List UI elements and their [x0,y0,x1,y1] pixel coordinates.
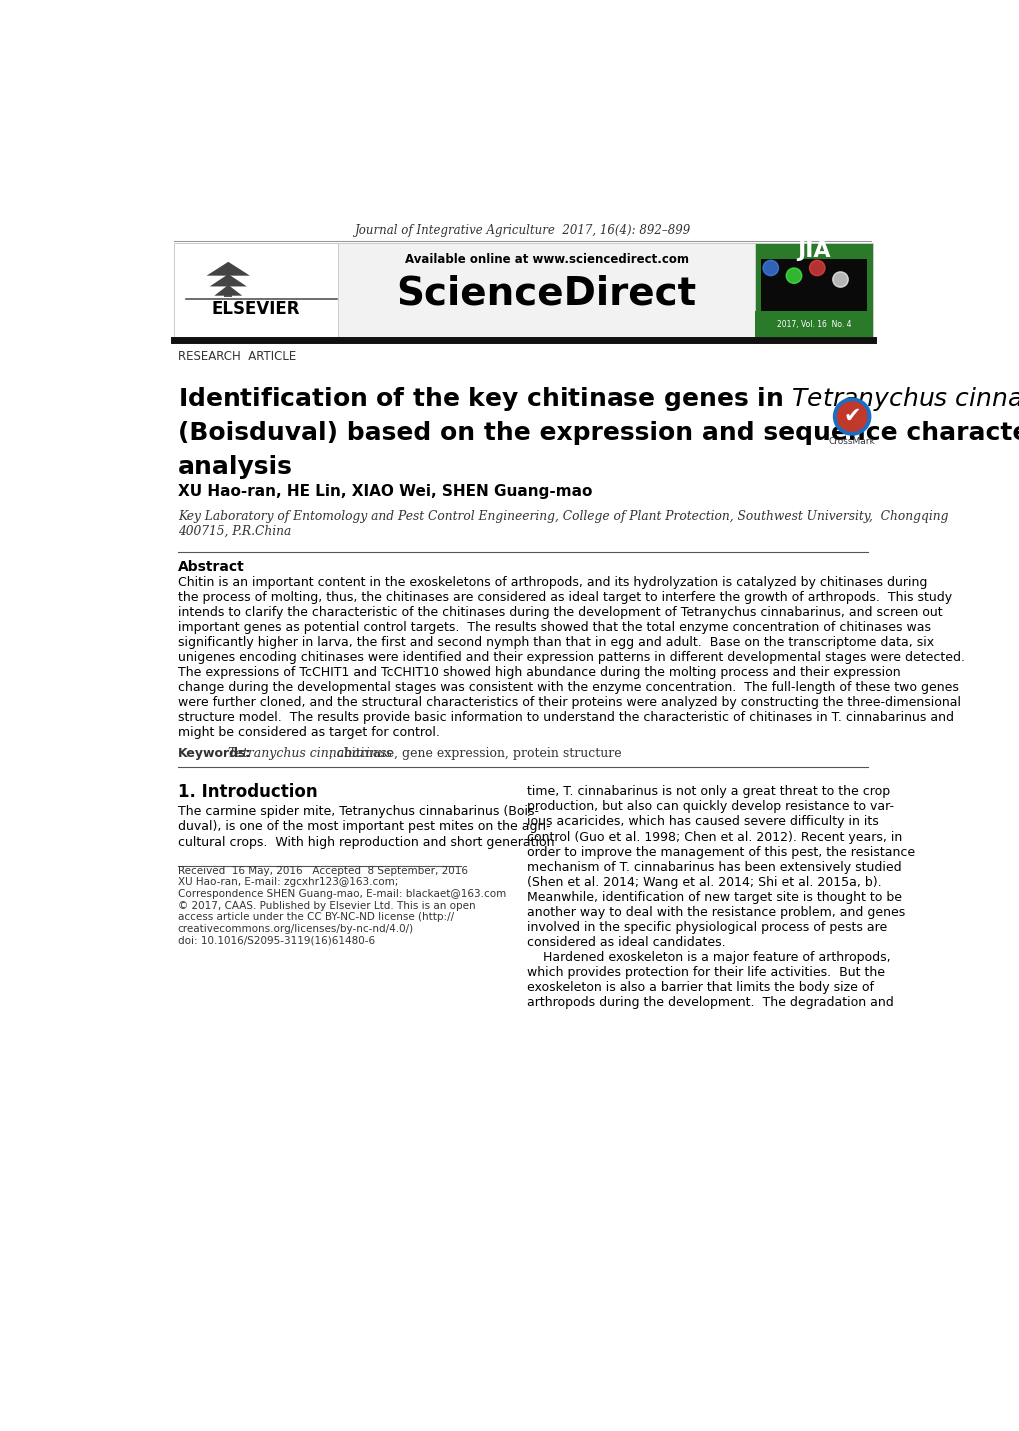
Text: Meanwhile, identification of new target site is thought to be: Meanwhile, identification of new target … [526,890,901,903]
Text: unigenes encoding chitinases were identified and their expression patterns in di: unigenes encoding chitinases were identi… [177,651,964,664]
Text: JIA: JIA [797,240,830,260]
Text: Key Laboratory of Entomology and Pest Control Engineering, College of Plant Prot: Key Laboratory of Entomology and Pest Co… [177,511,948,524]
Text: Journal of Integrative Agriculture  2017, 16(4): 892–899: Journal of Integrative Agriculture 2017,… [355,223,690,236]
Text: RESEARCH  ARTICLE: RESEARCH ARTICLE [177,351,296,363]
Circle shape [837,402,866,431]
FancyBboxPatch shape [338,243,754,338]
Text: exoskeleton is also a barrier that limits the body size of: exoskeleton is also a barrier that limit… [526,980,872,993]
Text: Keywords:: Keywords: [177,747,251,760]
Text: change during the developmental stages was consistent with the enzyme concentrat: change during the developmental stages w… [177,681,958,694]
Text: intends to clarify the characteristic of the chitinases during the development o: intends to clarify the characteristic of… [177,605,942,618]
Text: another way to deal with the resistance problem, and genes: another way to deal with the resistance … [526,906,904,919]
Text: access article under the CC BY-NC-ND license (http://: access article under the CC BY-NC-ND lic… [177,912,453,922]
Text: ScienceDirect: ScienceDirect [396,275,696,312]
Text: The carmine spider mite, Tetranychus cinnabarinus (Bois-: The carmine spider mite, Tetranychus cin… [177,806,538,819]
Text: mechanism of T. cinnabarinus has been extensively studied: mechanism of T. cinnabarinus has been ex… [526,860,901,873]
Text: which provides protection for their life activities.  But the: which provides protection for their life… [526,966,883,979]
Circle shape [762,260,777,276]
Text: XU Hao-ran, E-mail: zgcxhr123@163.com;: XU Hao-ran, E-mail: zgcxhr123@163.com; [177,877,397,887]
Circle shape [832,272,848,288]
Text: XU Hao-ran, HE Lin, XIAO Wei, SHEN Guang-mao: XU Hao-ran, HE Lin, XIAO Wei, SHEN Guang… [177,484,592,499]
FancyBboxPatch shape [754,243,872,338]
Circle shape [809,260,824,276]
Text: Hardened exoskeleton is a major feature of arthropods,: Hardened exoskeleton is a major feature … [526,950,890,963]
Text: , chitinase, gene expression, protein structure: , chitinase, gene expression, protein st… [329,747,621,760]
Text: (Shen et al. 2014; Wang et al. 2014; Shi et al. 2015a, b).: (Shen et al. 2014; Wang et al. 2014; Shi… [526,876,880,889]
Text: structure model.  The results provide basic information to understand the charac: structure model. The results provide bas… [177,711,953,724]
Text: significantly higher in larva, the first and second nymph than that in egg and a: significantly higher in larva, the first… [177,635,933,648]
Text: Available online at www.sciencedirect.com: Available online at www.sciencedirect.co… [405,253,688,266]
Text: important genes as potential control targets.  The results showed that the total: important genes as potential control tar… [177,621,930,634]
Text: analysis: analysis [177,455,292,478]
Text: cultural crops.  With high reproduction and short generation: cultural crops. With high reproduction a… [177,836,554,849]
FancyBboxPatch shape [174,243,338,338]
Text: ELSEVIER: ELSEVIER [212,299,301,318]
Text: Correspondence SHEN Guang-mao, E-mail: blackaet@163.com: Correspondence SHEN Guang-mao, E-mail: b… [177,889,505,899]
Text: 2017, Vol. 16  No. 4: 2017, Vol. 16 No. 4 [776,319,851,329]
Polygon shape [210,275,247,286]
Text: 400715, P.R.China: 400715, P.R.China [177,525,290,538]
Text: might be considered as target for control.: might be considered as target for contro… [177,726,439,738]
Text: order to improve the management of this pest, the resistance: order to improve the management of this … [526,846,914,859]
Circle shape [786,268,801,283]
Text: the process of molting, thus, the chitinases are considered as ideal target to i: the process of molting, thus, the chitin… [177,591,951,604]
Text: The expressions of TcCHIT1 and TcCHIT10 showed high abundance during the molting: The expressions of TcCHIT1 and TcCHIT10 … [177,665,900,678]
Text: were further cloned, and the structural characteristics of their proteins were a: were further cloned, and the structural … [177,695,960,708]
Text: Received  16 May, 2016   Accepted  8 September, 2016: Received 16 May, 2016 Accepted 8 Septemb… [177,866,468,876]
Circle shape [833,398,870,435]
Text: Tetranychus cinnabarinus: Tetranychus cinnabarinus [228,747,392,760]
FancyBboxPatch shape [761,259,866,311]
Text: CrossMark: CrossMark [828,436,874,445]
FancyBboxPatch shape [754,311,872,338]
Text: 1. Introduction: 1. Introduction [177,783,317,801]
Polygon shape [214,285,242,296]
Text: control (Guo et al. 1998; Chen et al. 2012). Recent years, in: control (Guo et al. 1998; Chen et al. 20… [526,830,901,843]
Text: Chitin is an important content in the exoskeletons of arthropods, and its hydrol: Chitin is an important content in the ex… [177,575,926,588]
Text: ✔: ✔ [843,406,860,426]
Text: duval), is one of the most important pest mites on the agri-: duval), is one of the most important pes… [177,820,550,833]
Text: time, T. cinnabarinus is not only a great threat to the crop: time, T. cinnabarinus is not only a grea… [526,786,889,798]
Text: (Boisduval) based on the expression and sequence characteristic: (Boisduval) based on the expression and … [177,421,1019,445]
Polygon shape [224,289,232,298]
Text: production, but also can quickly develop resistance to var-: production, but also can quickly develop… [526,800,893,813]
Text: creativecommons.org/licenses/by-nc-nd/4.0/): creativecommons.org/licenses/by-nc-nd/4.… [177,923,414,933]
Text: doi: 10.1016/S2095-3119(16)61480-6: doi: 10.1016/S2095-3119(16)61480-6 [177,936,375,946]
Text: considered as ideal candidates.: considered as ideal candidates. [526,936,725,949]
Text: Identification of the key chitinase genes in $\mathbf{\mathit{Tetranychus\ cinna: Identification of the key chitinase gene… [177,385,1019,414]
Text: © 2017, CAAS. Published by Elsevier Ltd. This is an open: © 2017, CAAS. Published by Elsevier Ltd.… [177,900,475,910]
Text: arthropods during the development.  The degradation and: arthropods during the development. The d… [526,996,893,1009]
Polygon shape [206,262,250,276]
Text: involved in the specific physiological process of pests are: involved in the specific physiological p… [526,920,886,933]
Text: Abstract: Abstract [177,560,245,574]
Text: ious acaricides, which has caused severe difficulty in its: ious acaricides, which has caused severe… [526,816,877,829]
